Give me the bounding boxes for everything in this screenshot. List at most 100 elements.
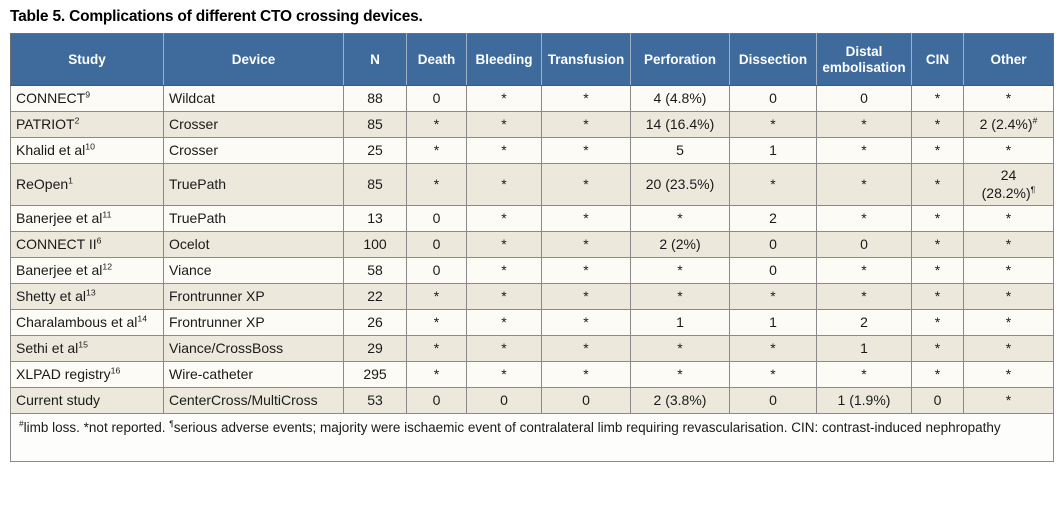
cell-other: * xyxy=(963,309,1054,336)
cell-death: 0 xyxy=(406,257,467,284)
cell-dissection: * xyxy=(729,111,817,138)
cell-perforation: * xyxy=(630,257,730,284)
cell-distal-embolisation: * xyxy=(816,111,912,138)
table-row: XLPAD registry16 Wire-catheter 295 * * * * * * * * xyxy=(10,361,1054,388)
cell-perforation: * xyxy=(630,283,730,310)
cell-death: * xyxy=(406,335,467,362)
cell-device: Viance/CrossBoss xyxy=(163,335,344,362)
column-header-device: Device xyxy=(163,33,344,86)
cell-n: 100 xyxy=(343,231,407,258)
cell-distal-embolisation: * xyxy=(816,137,912,164)
table-footer: #limb loss. *not reported. ¶serious adve… xyxy=(10,413,1054,462)
superscript: 11 xyxy=(102,209,112,220)
cell-transfusion: * xyxy=(541,231,631,258)
cell-n: 29 xyxy=(343,335,407,362)
cell-other: * xyxy=(963,205,1054,232)
cell-device: Frontrunner XP xyxy=(163,283,344,310)
cell-perforation: * xyxy=(630,205,730,232)
cell-death: * xyxy=(406,163,467,206)
cell-distal-embolisation: * xyxy=(816,205,912,232)
superscript: 12 xyxy=(102,261,113,272)
cell-dissection: 1 xyxy=(729,137,817,164)
column-header-n: N xyxy=(343,33,407,86)
cell-n: 26 xyxy=(343,309,407,336)
table-row: CONNECT II6 Ocelot 100 0 * * 2 (2%) 0 0 * * xyxy=(10,231,1054,258)
cell-n: 85 xyxy=(343,163,407,206)
cell-dissection: 2 xyxy=(729,205,817,232)
superscript: 15 xyxy=(78,339,88,350)
cell-study: Shetty et al13 xyxy=(10,283,164,310)
cell-device: Crosser xyxy=(163,111,344,138)
cell-device: CenterCross/MultiCross xyxy=(163,387,344,414)
cell-dissection: 0 xyxy=(729,231,817,258)
cell-cin: * xyxy=(911,335,964,362)
superscript: 6 xyxy=(96,235,102,246)
table-row: CONNECT9 Wildcat 88 0 * * 4 (4.8%) 0 0 * * xyxy=(10,85,1054,112)
cell-death: 0 xyxy=(406,85,467,112)
cell-other: 2 (2.4%)# xyxy=(963,111,1054,138)
cell-dissection: 1 xyxy=(729,309,817,336)
cell-distal-embolisation: 2 xyxy=(816,309,912,336)
cell-transfusion: 0 xyxy=(541,387,631,414)
footnote: #limb loss. *not reported. ¶serious adve… xyxy=(10,413,1054,462)
cell-cin: * xyxy=(911,85,964,112)
cell-bleeding: * xyxy=(466,85,542,112)
superscript: 1 xyxy=(68,175,73,186)
cell-dissection: * xyxy=(729,163,817,206)
cell-bleeding: 0 xyxy=(466,387,542,414)
superscript: 13 xyxy=(86,287,96,298)
cell-other: * xyxy=(963,137,1054,164)
cell-cin: * xyxy=(911,231,964,258)
complications-table: Study Device N Death Bleeding Transfusio… xyxy=(10,33,1054,462)
cell-cin: * xyxy=(911,361,964,388)
cell-bleeding: * xyxy=(466,137,542,164)
table-row: ReOpen1 TruePath 85 * * * 20 (23.5%) * * * 24 (28.… xyxy=(10,163,1054,206)
column-header-other: Other xyxy=(963,33,1054,86)
cell-transfusion: * xyxy=(541,335,631,362)
cell-n: 22 xyxy=(343,283,407,310)
cell-transfusion: * xyxy=(541,163,631,206)
table-row: Shetty et al13 Frontrunner XP 22 * * * * * * * * xyxy=(10,283,1054,310)
cell-perforation: * xyxy=(630,361,730,388)
cell-dissection: * xyxy=(729,283,817,310)
column-header-bleeding: Bleeding xyxy=(466,33,542,86)
cell-distal-embolisation: 1 xyxy=(816,335,912,362)
column-header-perforation: Perforation xyxy=(630,33,730,86)
cell-death: * xyxy=(406,361,467,388)
superscript: 9 xyxy=(85,89,91,100)
superscript: ¶ xyxy=(169,418,174,429)
table-row: Banerjee et al11 TruePath 13 0 * * * 2 * * * xyxy=(10,205,1054,232)
table-header: Study Device N Death Bleeding Transfusio… xyxy=(10,33,1054,86)
cell-perforation: 2 (2%) xyxy=(630,231,730,258)
cell-device: Wildcat xyxy=(163,85,344,112)
cell-study: CONNECT9 xyxy=(10,85,164,112)
cell-transfusion: * xyxy=(541,361,631,388)
cell-dissection: * xyxy=(729,361,817,388)
cell-dissection: 0 xyxy=(729,85,817,112)
cell-cin: * xyxy=(911,111,964,138)
cell-transfusion: * xyxy=(541,137,631,164)
cell-other: * xyxy=(963,335,1054,362)
cell-device: Frontrunner XP xyxy=(163,309,344,336)
cell-death: 0 xyxy=(406,387,467,414)
cell-device: TruePath xyxy=(163,205,344,232)
cell-distal-embolisation: * xyxy=(816,361,912,388)
cell-perforation: 14 (16.4%) xyxy=(630,111,730,138)
cell-n: 295 xyxy=(343,361,407,388)
superscript: # xyxy=(1032,115,1038,126)
cell-device: Wire-catheter xyxy=(163,361,344,388)
superscript: 2 xyxy=(74,115,80,126)
cell-cin: * xyxy=(911,257,964,284)
cell-death: * xyxy=(406,309,467,336)
cell-cin: * xyxy=(911,137,964,164)
cell-perforation: 2 (3.8%) xyxy=(630,387,730,414)
column-header-distal-embolisation: Distal embolisation xyxy=(816,33,912,86)
cell-distal-embolisation: 0 xyxy=(816,85,912,112)
cell-bleeding: * xyxy=(466,163,542,206)
cell-bleeding: * xyxy=(466,335,542,362)
column-header-transfusion: Transfusion xyxy=(541,33,631,86)
cell-transfusion: * xyxy=(541,257,631,284)
footnote-row: #limb loss. *not reported. ¶serious adve… xyxy=(10,413,1054,462)
cell-study: ReOpen1 xyxy=(10,163,164,206)
superscript: 16 xyxy=(110,365,121,376)
